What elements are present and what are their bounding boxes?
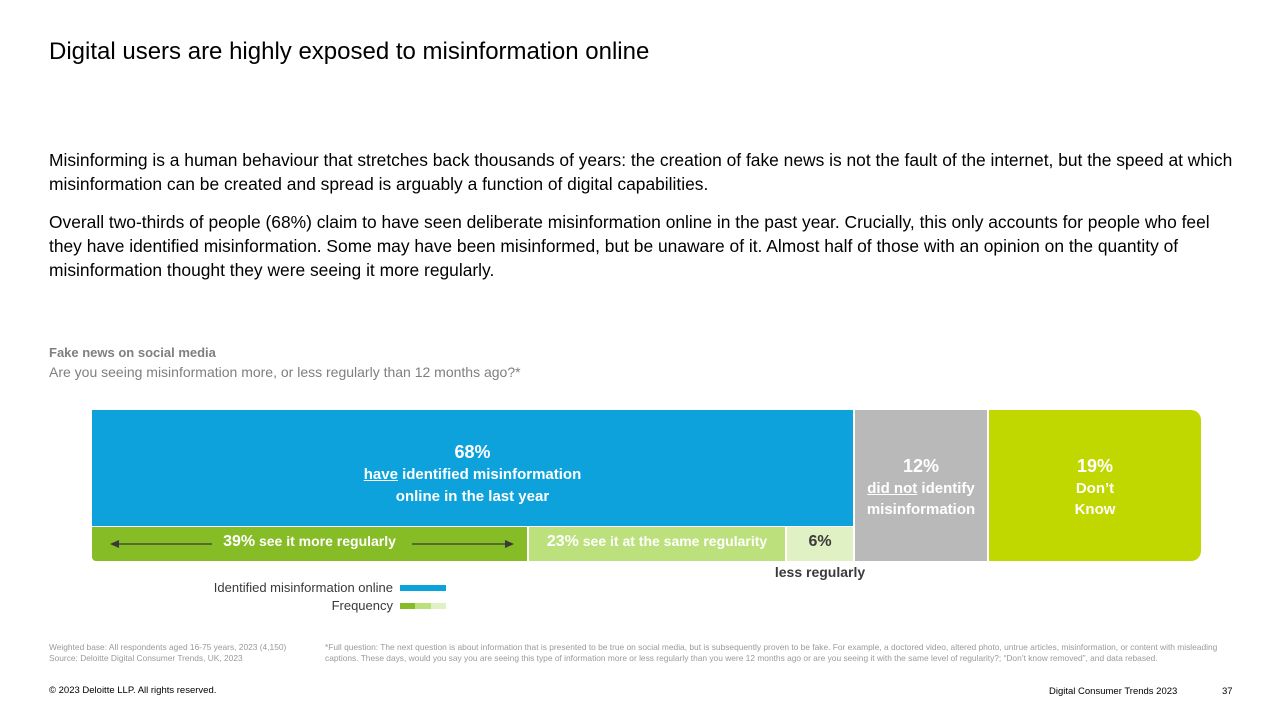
legend-identified-swatch — [400, 585, 446, 591]
base-footnote: Weighted base: All respondents aged 16-7… — [49, 642, 319, 664]
copyright: © 2023 Deloitte LLP. All rights reserved… — [49, 685, 217, 696]
bar-segment-not-identified — [855, 410, 987, 561]
source-note: Source: Deloitte Digital Consumer Trends… — [49, 653, 243, 663]
legend-frequency-swatch-1 — [400, 603, 415, 609]
not-identified-text-line1: did not identify — [855, 478, 987, 499]
identified-text-line1: have identified misinformation — [92, 464, 853, 486]
chart-heading: Fake news on social media — [49, 345, 216, 360]
legend-identified-label: Identified misinformation online — [213, 580, 393, 595]
bar-segment-same-regularity — [529, 527, 785, 561]
more-regularly-label: 39% see it more regularly — [92, 533, 527, 551]
dont-know-label: 19% Don’t Know — [989, 454, 1201, 520]
page-title: Digital users are highly exposed to misi… — [49, 38, 650, 65]
identified-text-line2: online in the last year — [395, 488, 550, 505]
not-identified-text-line2: misinformation — [866, 501, 976, 518]
base-note: Weighted base: All respondents aged 16-7… — [49, 642, 287, 652]
full-question-footnote: *Full question: The next question is abo… — [325, 642, 1218, 663]
less-regularly-label: less regularly — [774, 564, 866, 580]
legend-frequency-swatch-3 — [431, 603, 446, 609]
intro-paragraph: Misinforming is a human behaviour that s… — [49, 150, 1233, 194]
bar-segment-less-regularly — [787, 527, 853, 561]
bar-segment-dont-know — [989, 410, 1201, 561]
same-regularity-label: 23% see it at the same regularity — [529, 533, 785, 551]
not-identified-label: 12% did not identify misinformation — [855, 454, 987, 520]
not-identified-underlined: did not — [867, 480, 918, 497]
bar-segment-identified — [92, 410, 853, 526]
more-regularly-pct: 39% — [223, 533, 256, 550]
dont-know-text-line1: Don’t — [1075, 480, 1115, 497]
same-regularity-text: see it at the same regularity — [578, 533, 768, 549]
less-regularly-pct: 6% — [808, 533, 832, 550]
more-regularly-text: see it more regularly — [255, 533, 396, 549]
identified-underlined: have — [363, 466, 398, 483]
finding-paragraph: Overall two-thirds of people (68%) claim… — [49, 212, 1210, 280]
identified-label: 68% have identified misinformation onlin… — [92, 440, 853, 508]
legend-frequency-label: Frequency — [331, 598, 393, 613]
page-number: 37 — [1222, 686, 1233, 697]
identified-pct: 68% — [454, 442, 491, 462]
chart-question: Are you seeing misinformation more, or l… — [49, 364, 521, 380]
dont-know-pct: 19% — [1076, 456, 1114, 476]
identified-rest: identified misinformation — [397, 466, 582, 483]
not-identified-rest: identify — [917, 480, 975, 497]
dont-know-text-line2: Know — [1074, 501, 1116, 518]
not-identified-pct: 12% — [902, 456, 940, 476]
legend-frequency-swatch-2 — [415, 603, 431, 609]
report-name: Digital Consumer Trends 2023 — [1049, 686, 1178, 697]
double-arrow-icon — [110, 540, 514, 548]
same-regularity-pct: 23% — [546, 533, 579, 550]
